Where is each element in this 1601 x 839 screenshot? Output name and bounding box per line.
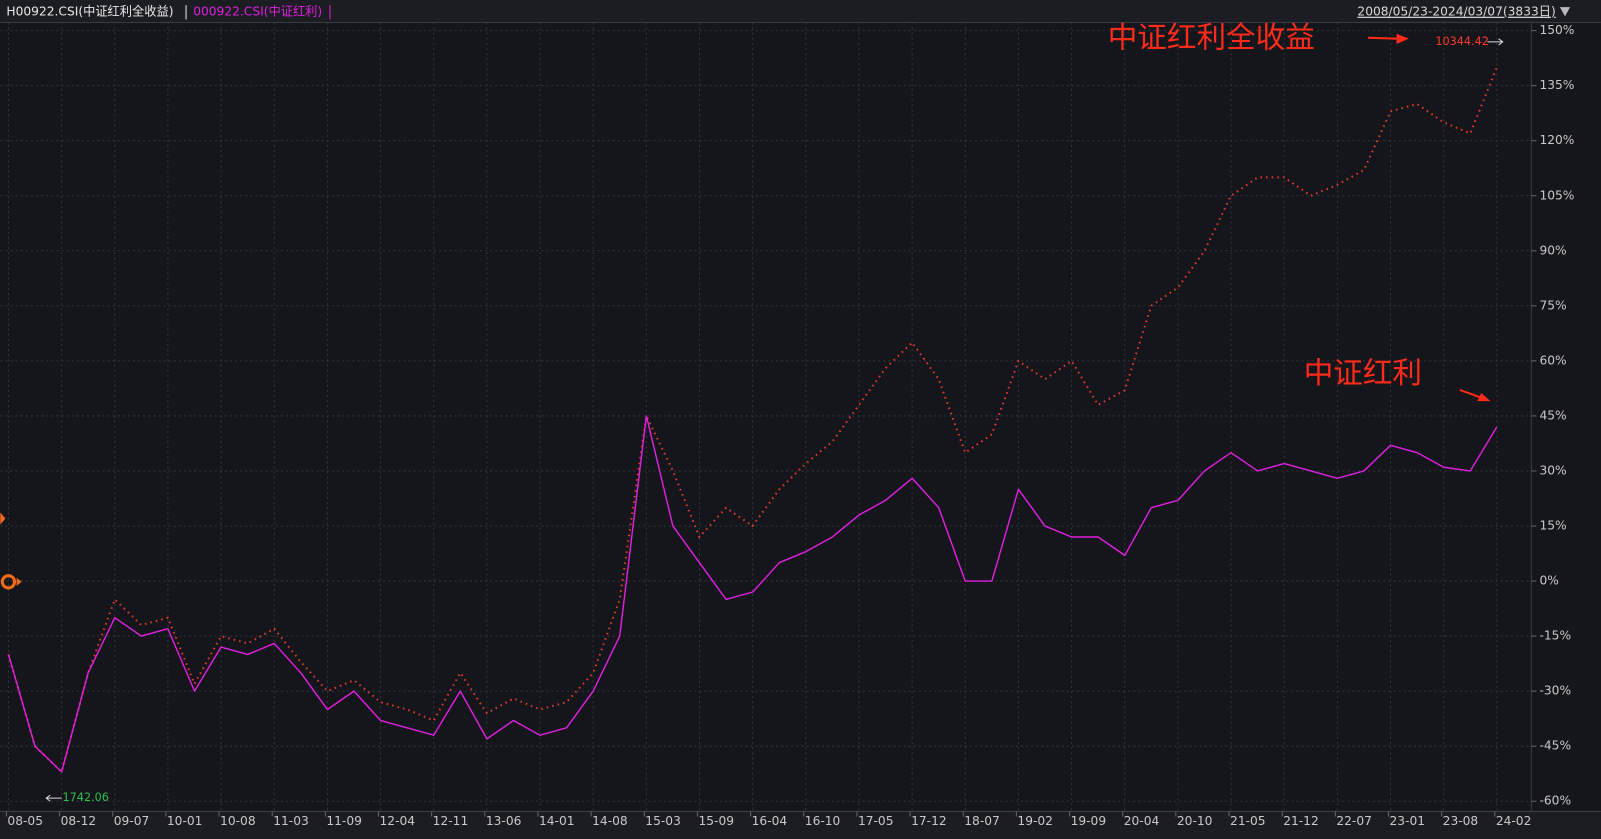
y-tick-label: -60% bbox=[1539, 794, 1571, 808]
x-tick-label: 18-07 bbox=[964, 814, 1000, 828]
origin-marker bbox=[0, 574, 17, 590]
x-tick-label: 13-06 bbox=[486, 814, 522, 828]
y-tick-label: 0% bbox=[1539, 574, 1558, 588]
x-tick-label: 20-10 bbox=[1177, 814, 1213, 828]
series-line bbox=[7, 415, 1498, 773]
edge-marker bbox=[0, 512, 6, 525]
annotation-arrow bbox=[1367, 36, 1401, 40]
y-tick-label: 150% bbox=[1539, 23, 1574, 37]
y-tick-label: -45% bbox=[1539, 739, 1571, 753]
x-tick-label: 10-01 bbox=[167, 814, 203, 828]
x-tick-label: 12-04 bbox=[380, 814, 416, 828]
y-tick-label: -30% bbox=[1539, 684, 1571, 698]
x-tick-label: 21-12 bbox=[1283, 814, 1319, 828]
x-tick-label: 22-07 bbox=[1336, 814, 1372, 828]
x-tick-label: 15-09 bbox=[698, 814, 734, 828]
annotation: 中证红利 bbox=[1304, 356, 1422, 390]
annotation-arrow bbox=[1459, 388, 1483, 400]
x-tick-label: 19-09 bbox=[1071, 814, 1107, 828]
x-tick-label: 14-08 bbox=[592, 814, 628, 828]
x-tick-label: 16-10 bbox=[805, 814, 841, 828]
x-tick-label: 23-08 bbox=[1443, 814, 1479, 828]
x-tick-label: 21-05 bbox=[1230, 814, 1266, 828]
x-tick-label: 14-01 bbox=[539, 814, 575, 828]
min-label: 1742.06 bbox=[63, 791, 109, 804]
header-bar bbox=[0, 0, 1601, 23]
y-tick-label: 90% bbox=[1539, 243, 1566, 257]
max-label: 10344.42 bbox=[1435, 35, 1489, 48]
x-tick-label: 10-08 bbox=[220, 814, 256, 828]
y-tick-label: -15% bbox=[1539, 629, 1571, 643]
x-tick-label: 19-02 bbox=[1017, 814, 1053, 828]
x-tick-label: 20-04 bbox=[1124, 814, 1160, 828]
x-tick-label: 08-12 bbox=[61, 814, 97, 828]
annotation-arrow-head bbox=[1477, 392, 1491, 402]
min-arrow bbox=[45, 794, 62, 802]
x-tick-label: 12-11 bbox=[433, 814, 469, 828]
y-tick-label: 45% bbox=[1539, 408, 1566, 422]
x-tick-label: 17-12 bbox=[911, 814, 947, 828]
x-tick-label: 08-05 bbox=[7, 814, 43, 828]
y-tick-label: 135% bbox=[1539, 78, 1574, 92]
x-tick-label: 17-05 bbox=[858, 814, 894, 828]
annotation-arrow-head bbox=[1396, 33, 1409, 44]
max-arrow bbox=[1487, 38, 1504, 46]
x-tick-label: 11-03 bbox=[273, 814, 309, 828]
series-line bbox=[7, 66, 1498, 773]
x-tick-label: 11-09 bbox=[326, 814, 362, 828]
annotation: 中证红利全收益 bbox=[1108, 20, 1315, 54]
x-tick-label: 16-04 bbox=[752, 814, 788, 828]
y-tick-label: 60% bbox=[1539, 353, 1566, 367]
dropdown-icon[interactable] bbox=[1559, 7, 1571, 17]
x-tick-label: 24-02 bbox=[1496, 814, 1532, 828]
y-tick-label: 15% bbox=[1539, 519, 1566, 533]
y-tick-label: 120% bbox=[1539, 133, 1574, 147]
y-tick-label: 105% bbox=[1539, 188, 1574, 202]
x-tick-label: 09-07 bbox=[114, 814, 150, 828]
legend-entry: 000922.CSI(中证红利) bbox=[193, 4, 322, 19]
x-axis-bar bbox=[0, 811, 1601, 839]
date-range[interactable]: 2008/05/23-2024/03/07(3833日) bbox=[1357, 5, 1555, 19]
x-tick-label: 15-03 bbox=[645, 814, 681, 828]
x-tick-label: 23-01 bbox=[1390, 814, 1426, 828]
origin-marker-arrow bbox=[16, 577, 22, 586]
legend-entry: H00922.CSI(中证红利全收益) bbox=[6, 4, 173, 19]
y-tick-label: 30% bbox=[1539, 463, 1566, 477]
y-tick-label: 75% bbox=[1539, 298, 1566, 312]
